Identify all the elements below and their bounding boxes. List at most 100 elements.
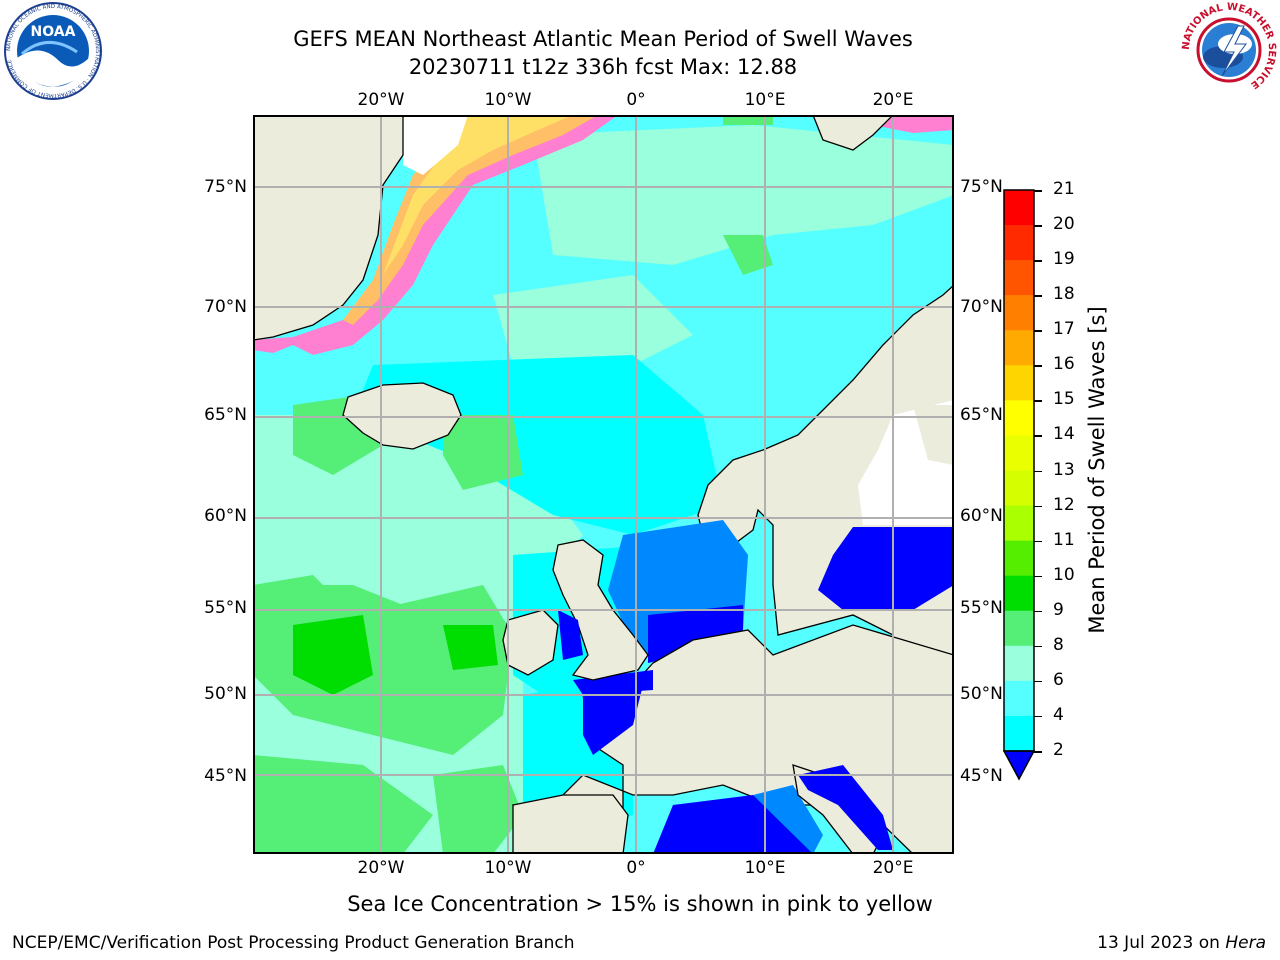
swell-zone-8-9s [533,125,954,265]
colorbar-segment [1004,470,1034,507]
colorbar-segment [1004,190,1034,226]
lat-label-left: 55°N [204,598,247,618]
colorbar-segment [1004,540,1034,577]
lat-label-right: 45°N [960,766,1003,786]
mediterranean [753,785,823,854]
colorbar-tick-mark [1034,190,1042,192]
nws-logo: NATIONAL WEATHER SERVICE [1181,2,1277,96]
lat-label-right: 65°N [960,405,1003,425]
lat-label-left: 65°N [204,405,247,425]
footer-date: 13 Jul 2023 on Hera [1097,933,1266,953]
colorbar-segment [1004,365,1034,401]
lon-label-bottom: 10°E [744,858,786,878]
swell-zone-9-10s [443,415,523,490]
colorbar-tick-mark [1034,400,1042,402]
sea-ice-white [403,115,468,175]
gridlines [253,115,954,854]
north-sea-shallow [648,605,743,663]
swell-zone-9-10s [433,765,523,854]
swell-zone-10-11s [443,625,498,670]
lon-label-top: 10°E [744,90,786,110]
baltic-sea [818,527,954,610]
colorbar-tick-label: 14 [1053,424,1075,445]
colorbar-tick-label: 20 [1053,214,1075,235]
chart-title: GEFS MEAN Northeast Atlantic Mean Period… [293,27,913,51]
lat-label-left: 60°N [204,506,247,526]
lat-label-right: 55°N [960,598,1003,618]
swell-zone-9-10s [253,575,513,755]
colorbar-tick-label: 18 [1053,284,1075,305]
swell-period-map [253,115,954,854]
noaa-logo-text: NOAA [31,24,76,40]
colorbar-tick-mark [1034,645,1042,648]
colorbar-tick-label: 12 [1053,494,1075,515]
colorbar-segment [1004,435,1034,471]
colorbar-tick-label: 9 [1053,599,1064,620]
colorbar-tick-mark [1034,540,1042,543]
swell-zone-8-9s [493,275,693,375]
colorbar-segment [1004,400,1034,436]
colorbar-tick-mark [1034,505,1042,508]
colorbar-tick-mark [1034,680,1042,683]
colorbar-segment [1004,225,1034,261]
colorbar-tick-mark [1034,751,1042,753]
swell-zone-9-10s [723,235,773,275]
colorbar-segment [1004,505,1034,542]
colorbar-tick-label: 11 [1053,529,1075,550]
map-frame [253,115,954,854]
colorbar-tick-label: 16 [1053,354,1075,375]
footer-date-text: 13 Jul 2023 on [1097,933,1226,953]
colorbar-tick-mark [1034,225,1042,227]
colorbar-tick-mark [1034,260,1042,262]
footer-host: Hera [1225,933,1266,953]
colorbar-tick-label: 17 [1053,319,1075,340]
colorbar-tick-mark [1034,435,1042,437]
colorbar-label: Mean Period of Swell Waves [s] [1085,306,1109,634]
land-ireland [502,609,559,676]
swell-zone-9-10s [253,755,433,854]
sea-ice-band [253,115,618,355]
colorbar-extend-arrow [1003,750,1035,781]
colorbar-tick-label: 19 [1053,249,1075,270]
lat-label-right: 50°N [960,684,1003,704]
colorbar-tick-mark [1034,470,1042,472]
colorbar-segment [1004,645,1034,682]
lat-label-left: 45°N [204,766,247,786]
colorbar-segment [1004,330,1034,366]
footer-credit: NCEP/EMC/Verification Post Processing Pr… [12,933,575,953]
colorbar-segment [1004,260,1034,296]
colorbar-segment [1004,295,1034,331]
colorbar-tick-label: 2 [1053,740,1064,760]
colorbar-tick-mark [1034,610,1042,613]
noaa-logo: NOAA NATIONAL OCEANIC AND ATMOSPHERIC AD… [4,2,102,100]
colorbar-tick-label: 13 [1053,459,1075,480]
colorbar-tick-label: 4 [1053,704,1064,725]
swell-zone-10-11s [293,615,373,695]
lon-label-bottom: 20°E [872,858,914,878]
adriatic-sea [798,765,893,850]
lat-label-left: 75°N [204,177,247,197]
land-greenland [253,115,404,341]
colorbar-tick-mark [1034,715,1042,718]
colorbar-tick-mark [1034,330,1042,332]
land-finland [913,405,954,465]
lon-label-top: 0° [626,90,646,110]
lat-label-right: 60°N [960,506,1003,526]
colorbar-tick-label: 6 [1053,669,1064,690]
english-channel [573,670,653,695]
lat-label-right: 70°N [960,297,1003,317]
lat-label-right: 75°N [960,177,1003,197]
lon-label-top: 20°E [872,90,914,110]
colorbar-tick-label: 15 [1053,389,1075,410]
biscay [583,685,643,755]
colorbar-tick-mark [1034,575,1042,578]
lon-label-top: 20°W [357,90,405,110]
colorbar-segment [1004,715,1034,752]
swell-zone-9-10s [723,115,773,125]
colorbar-tick-label: 10 [1053,564,1075,585]
caption: Sea Ice Concentration > 15% is shown in … [347,892,933,916]
colorbar-tick-mark [1034,365,1042,367]
land-svalbard [812,115,894,151]
lon-label-bottom: 10°W [484,858,532,878]
colorbar-tick-mark [1034,295,1042,297]
